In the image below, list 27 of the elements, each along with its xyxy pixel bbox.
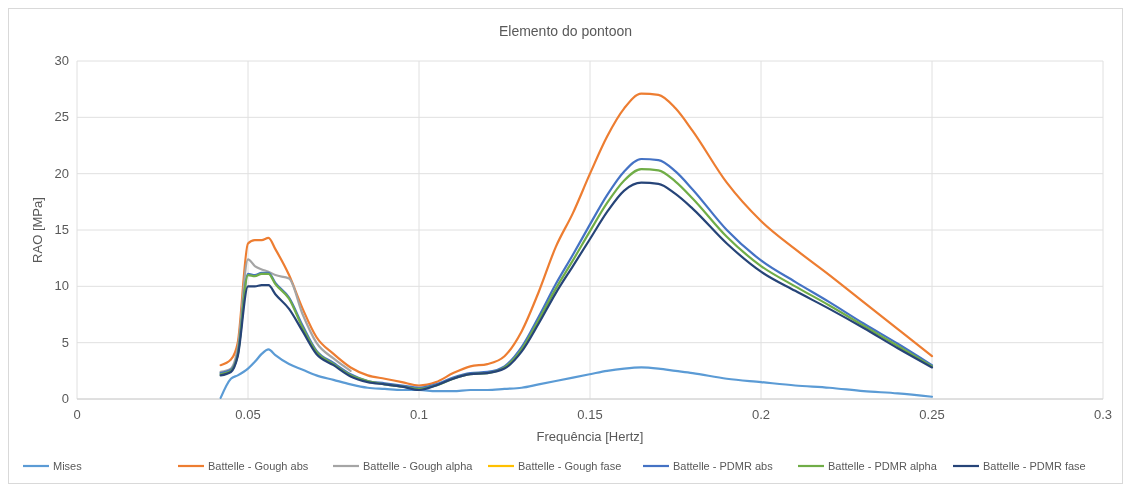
- x-tick-label: 0.25: [919, 407, 945, 422]
- line-series: [219, 92, 934, 387]
- legend-label: Battelle - Gough alpha: [363, 460, 474, 472]
- line-series: [219, 258, 352, 374]
- y-tick-label: 5: [61, 334, 69, 350]
- x-tick-label: 0.3: [1093, 407, 1113, 422]
- legend-label: Battelle - PDMR fase: [983, 460, 1086, 472]
- x-axis-title: Frequência [Hertz]: [536, 429, 644, 444]
- legend-label: Battelle - Gough abs: [208, 460, 309, 472]
- legend-label: Mises: [53, 460, 83, 472]
- y-tick-label: 25: [54, 109, 69, 125]
- y-tick-label: 10: [54, 278, 69, 294]
- x-tick-label: 0.15: [577, 407, 603, 422]
- chart-title: Elemento do pontoon: [498, 23, 633, 39]
- y-tick-label: 15: [54, 222, 69, 237]
- y-tick-label: 20: [54, 165, 69, 181]
- y-axis-title: RAO [MPa]: [30, 197, 45, 263]
- y-tick-label: 30: [54, 53, 69, 68]
- legend-label: Battelle - PDMR abs: [673, 460, 774, 472]
- y-tick-label: 0: [61, 391, 69, 406]
- x-tick-label: 0.05: [235, 407, 261, 422]
- x-tick-label: 0.1: [409, 407, 429, 422]
- x-tick-label: 0.2: [751, 407, 771, 422]
- legend-label: Battelle - Gough fase: [518, 460, 622, 472]
- legend-label: Battelle - PDMR alpha: [828, 460, 938, 472]
- x-tick-label: 0: [73, 407, 81, 422]
- line-series: [219, 348, 934, 399]
